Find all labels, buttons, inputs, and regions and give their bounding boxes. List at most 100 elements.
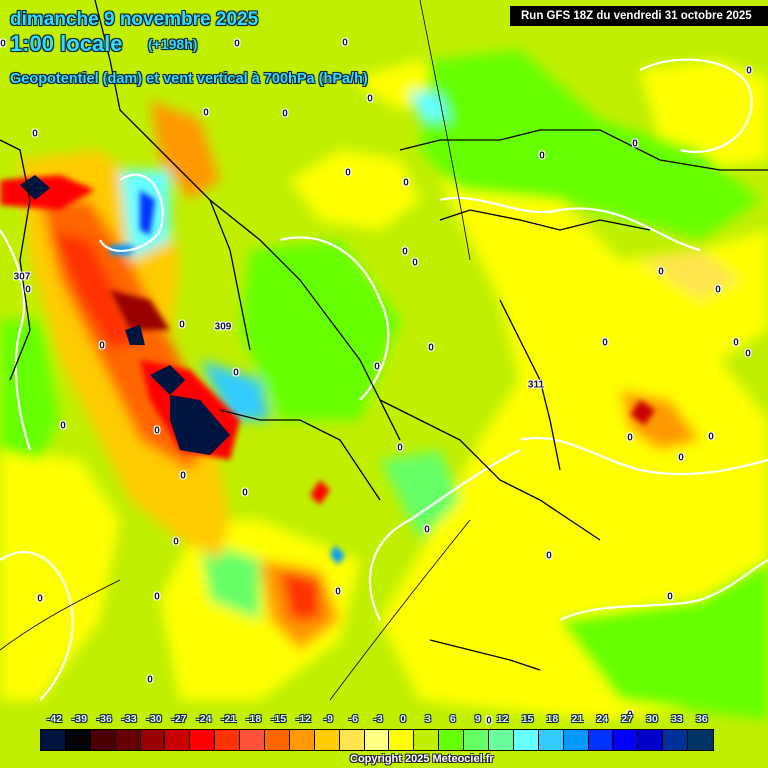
- colorbar-tick-label: -21: [221, 713, 237, 725]
- contour-value-label: 0: [715, 284, 721, 296]
- contour-value-label: 0: [242, 487, 248, 499]
- colorbar-tick-label: 33: [671, 713, 683, 725]
- colorbar-swatch: [339, 730, 365, 750]
- colorbar-tick-label: -9: [323, 713, 334, 725]
- colorbar-swatch: [588, 730, 614, 750]
- colorbar-swatch: [215, 730, 241, 750]
- colorbar-swatch: [90, 730, 116, 750]
- colorbar-tick-label: 3: [425, 713, 431, 725]
- colorbar-swatch: [65, 730, 91, 750]
- colorbar-tick-label: -36: [96, 713, 112, 725]
- colorbar-swatch: [414, 730, 440, 750]
- colorbar-swatch: [688, 730, 714, 750]
- contour-value-label: 307: [13, 271, 31, 283]
- contour-value-label: 0: [25, 284, 31, 296]
- contour-value-label: 0: [632, 138, 638, 150]
- colorbar-swatch: [538, 730, 564, 750]
- contour-value-label: 0: [99, 340, 105, 352]
- colorbar-swatch: [289, 730, 315, 750]
- contour-value-label: 0: [402, 246, 408, 258]
- colorbar-tick-label: -24: [196, 713, 212, 725]
- colorbar-swatch: [115, 730, 141, 750]
- colorbar: [40, 729, 715, 751]
- colorbar-swatch: [140, 730, 166, 750]
- colorbar-swatch: [389, 730, 415, 750]
- copyright-notice: Copyright 2025 Meteociel.fr: [350, 753, 494, 765]
- contour-value-label: 0: [424, 524, 430, 536]
- contour-value-label: 0: [486, 715, 492, 727]
- colorbar-swatch: [240, 730, 266, 750]
- contour-value-label: 0: [428, 342, 434, 354]
- colorbar-swatch: [165, 730, 191, 750]
- contour-value-label: 0: [412, 257, 418, 269]
- contour-value-label: 0: [539, 150, 545, 162]
- colorbar-tick-label: 12: [496, 713, 509, 725]
- colorbar-tick-label: -12: [295, 713, 312, 725]
- contour-value-label: 0: [234, 38, 240, 50]
- contour-value-label: 0: [147, 674, 153, 686]
- contour-value-label: 0: [233, 367, 239, 379]
- contour-value-label: 0: [0, 38, 6, 50]
- contour-value-label: 0: [60, 420, 66, 432]
- colorbar-tick-label: 6: [449, 713, 456, 725]
- contour-value-label: 0: [37, 593, 43, 605]
- colorbar-tick-label: 30: [646, 713, 658, 725]
- colorbar-tick-label: -33: [121, 713, 137, 725]
- colorbar-tick-label: 15: [521, 713, 534, 725]
- colorbar-tick-label: -27: [171, 713, 187, 725]
- contour-value-label: 0: [745, 348, 751, 360]
- contour-value-label: 0: [627, 709, 633, 721]
- contour-value-label: 0: [282, 108, 288, 120]
- colorbar-swatch: [439, 730, 465, 750]
- colorbar-swatch: [265, 730, 290, 750]
- contour-value-label: 0: [154, 591, 160, 603]
- contour-value-label: 0: [154, 425, 160, 437]
- contour-value-label: 0: [173, 536, 179, 548]
- contour-value-label: 0: [180, 470, 186, 482]
- colorbar-swatch: [613, 730, 639, 750]
- colorbar-swatch: [190, 730, 216, 750]
- colorbar-tick-label: 9: [474, 713, 481, 725]
- contour-value-label: 0: [397, 442, 403, 454]
- model-run-info: Run GFS 18Z du vendredi 31 octobre 2025: [510, 6, 768, 26]
- contour-value-label: 0: [32, 128, 38, 140]
- contour-value-label: 311: [527, 379, 545, 391]
- colorbar-tick-label: -39: [71, 713, 87, 725]
- colorbar-tick-label: 0: [400, 713, 406, 725]
- colorbar-swatch: [513, 730, 539, 750]
- contour-value-label: 0: [179, 319, 185, 331]
- colorbar-swatch: [638, 730, 664, 750]
- contour-value-label: 0: [335, 586, 341, 598]
- contour-value-label: 0: [403, 177, 409, 189]
- colorbar-swatch: [464, 730, 490, 750]
- colorbar-tick-label: -3: [373, 713, 383, 725]
- contour-value-label: 0: [658, 266, 664, 278]
- contour-value-label: 0: [678, 452, 684, 464]
- colorbar-tick-label: -6: [348, 713, 358, 725]
- colorbar-tick-label: 18: [546, 713, 559, 725]
- variable-description: Geopotentiel (dam) et vent vertical à 70…: [10, 71, 368, 87]
- contour-value-label: 0: [708, 431, 714, 443]
- colorbar-swatch: [314, 730, 340, 750]
- contour-value-label: 0: [203, 107, 209, 119]
- contour-value-label: 0: [367, 93, 373, 105]
- colorbar-tick-label: 21: [571, 713, 584, 725]
- colorbar-swatch: [563, 730, 589, 750]
- colorbar-tick-label: 36: [696, 713, 708, 725]
- colorbar-tick-label: -42: [46, 713, 63, 725]
- contour-value-label: 0: [733, 337, 739, 349]
- contour-value-label: 0: [345, 167, 351, 179]
- colorbar-tick-label: 24: [596, 713, 609, 725]
- contour-value-label: 0: [342, 37, 348, 49]
- contour-value-label: 0: [546, 550, 552, 562]
- colorbar-swatch: [663, 730, 689, 750]
- colorbar-tick-label: -18: [246, 713, 262, 725]
- forecast-date: dimanche 9 novembre 2025: [10, 9, 259, 30]
- contour-value-label: 0: [627, 432, 633, 444]
- colorbar-tick-label: -15: [270, 713, 287, 725]
- contour-value-label: 309: [214, 321, 232, 333]
- contour-value-label: 0: [602, 337, 608, 349]
- colorbar-swatch: [41, 730, 66, 750]
- colorbar-tick-label: 27: [621, 713, 633, 725]
